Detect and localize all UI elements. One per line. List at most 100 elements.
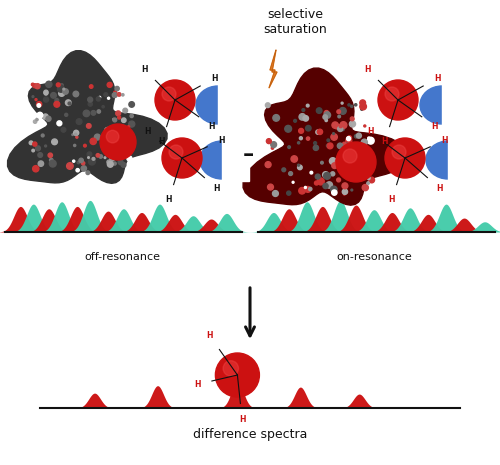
Circle shape [292, 181, 294, 183]
Text: H: H [142, 65, 148, 74]
Circle shape [33, 84, 37, 88]
Circle shape [83, 110, 89, 117]
Circle shape [77, 161, 80, 164]
Circle shape [112, 119, 114, 120]
Circle shape [288, 172, 292, 175]
Circle shape [310, 171, 312, 174]
Circle shape [324, 173, 330, 179]
Circle shape [96, 153, 100, 157]
Circle shape [66, 100, 71, 106]
Circle shape [38, 153, 42, 157]
Circle shape [102, 138, 105, 141]
Circle shape [63, 89, 68, 94]
Circle shape [326, 182, 332, 188]
Circle shape [162, 138, 202, 178]
Circle shape [332, 122, 338, 128]
Circle shape [60, 84, 64, 87]
Circle shape [32, 166, 39, 172]
Circle shape [44, 145, 46, 147]
Circle shape [338, 126, 343, 132]
Circle shape [123, 108, 128, 113]
Circle shape [340, 107, 346, 114]
Circle shape [340, 122, 347, 128]
Circle shape [129, 102, 134, 107]
Circle shape [336, 159, 340, 164]
Circle shape [342, 189, 347, 194]
Circle shape [366, 153, 368, 155]
Text: H: H [206, 331, 212, 340]
Text: H: H [432, 121, 438, 131]
Circle shape [370, 162, 371, 164]
Circle shape [108, 161, 113, 167]
Circle shape [122, 118, 126, 122]
Circle shape [76, 119, 82, 125]
Circle shape [38, 161, 44, 166]
Circle shape [303, 116, 308, 121]
Circle shape [111, 146, 116, 151]
Circle shape [316, 130, 320, 134]
Circle shape [348, 159, 352, 164]
Circle shape [315, 174, 320, 179]
Circle shape [110, 157, 114, 161]
Circle shape [122, 94, 124, 96]
Circle shape [343, 149, 357, 163]
Circle shape [32, 142, 37, 146]
Circle shape [88, 102, 92, 106]
Circle shape [72, 160, 75, 162]
Circle shape [302, 109, 305, 112]
Circle shape [104, 135, 105, 137]
Circle shape [32, 149, 34, 152]
Circle shape [294, 120, 296, 122]
Circle shape [337, 110, 340, 113]
Circle shape [368, 137, 374, 144]
Circle shape [32, 96, 34, 98]
Circle shape [273, 114, 280, 121]
Circle shape [304, 186, 306, 188]
Circle shape [346, 156, 348, 158]
Bar [442, 84, 469, 126]
Circle shape [339, 124, 342, 128]
Bar [222, 139, 249, 181]
Circle shape [116, 111, 120, 116]
Circle shape [111, 135, 116, 141]
Circle shape [99, 96, 100, 98]
Circle shape [323, 115, 328, 120]
Circle shape [344, 193, 345, 195]
Circle shape [44, 90, 48, 94]
Circle shape [223, 361, 238, 376]
Circle shape [314, 142, 316, 145]
Circle shape [306, 137, 310, 140]
Circle shape [327, 139, 330, 142]
Circle shape [364, 125, 366, 127]
Circle shape [107, 160, 111, 164]
Circle shape [107, 82, 112, 87]
Circle shape [362, 154, 366, 158]
Circle shape [332, 163, 338, 168]
Circle shape [56, 83, 60, 87]
Circle shape [36, 118, 38, 120]
Text: H: H [382, 137, 388, 146]
Circle shape [368, 159, 370, 161]
Circle shape [102, 106, 104, 108]
Circle shape [368, 177, 370, 179]
Circle shape [366, 161, 368, 164]
Circle shape [110, 136, 116, 142]
Circle shape [323, 183, 328, 189]
Circle shape [266, 103, 270, 107]
Circle shape [116, 133, 117, 135]
Circle shape [314, 181, 318, 185]
Circle shape [73, 91, 78, 97]
Circle shape [350, 117, 354, 121]
Circle shape [113, 118, 116, 122]
Circle shape [44, 97, 49, 102]
Text: H: H [239, 415, 246, 424]
Circle shape [385, 138, 425, 178]
Circle shape [74, 130, 78, 135]
Circle shape [115, 86, 119, 91]
Circle shape [118, 93, 121, 96]
Circle shape [118, 160, 123, 165]
Circle shape [348, 136, 352, 140]
Circle shape [116, 150, 118, 153]
Circle shape [298, 164, 300, 166]
Circle shape [330, 172, 334, 176]
